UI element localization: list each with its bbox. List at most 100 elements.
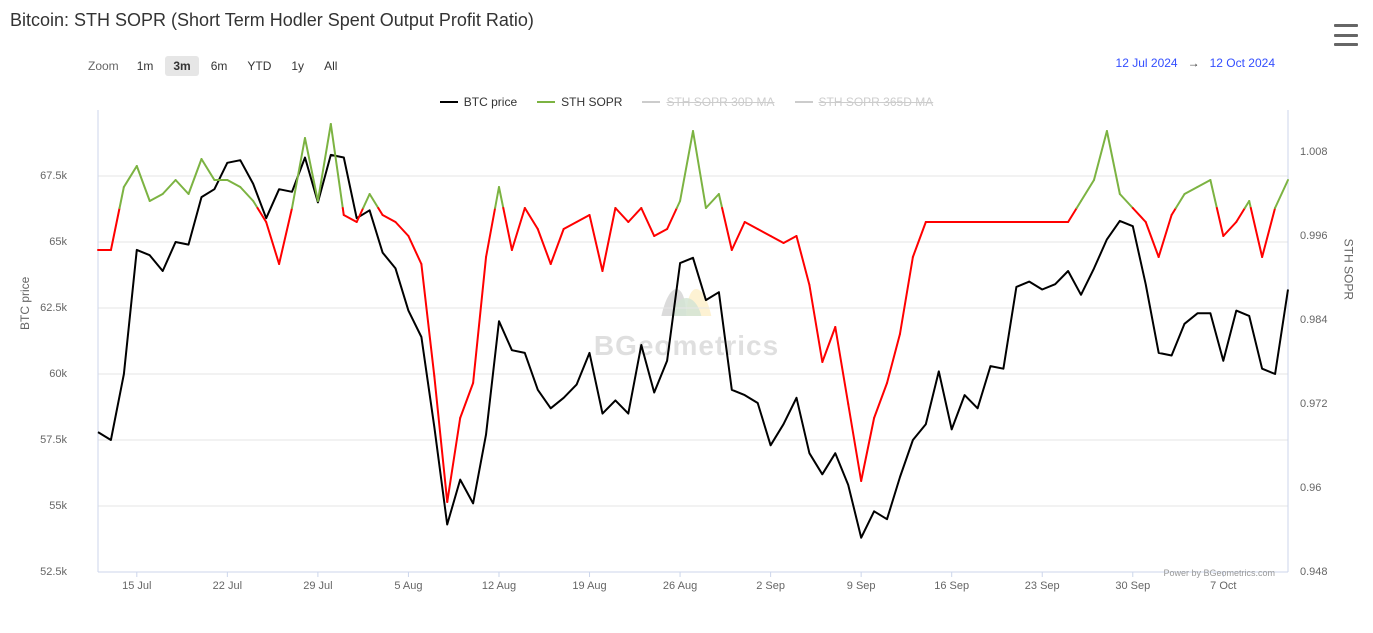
series-sth-sopr [732, 222, 745, 250]
x-tick: 22 Jul [213, 580, 242, 592]
series-sth-sopr [176, 180, 189, 194]
series-sth-sopr [343, 208, 344, 215]
series-sth-sopr [460, 383, 473, 418]
series-sth-sopr [1223, 222, 1236, 236]
y-right-tick: 0.972 [1300, 398, 1360, 410]
y-right-tick: 1.008 [1300, 146, 1360, 158]
x-tick: 7 Oct [1210, 580, 1236, 592]
series-sth-sopr [512, 208, 525, 250]
series-sth-sopr [111, 208, 120, 250]
series-sth-sopr [1262, 208, 1275, 257]
x-tick: 5 Aug [394, 580, 422, 592]
series-sth-sopr [1146, 222, 1159, 257]
x-tick: 26 Aug [663, 580, 697, 592]
series-sth-sopr [861, 418, 874, 481]
x-tick: 23 Sep [1025, 580, 1060, 592]
series-sth-sopr [344, 215, 357, 222]
series-sth-sopr [564, 222, 577, 229]
series-sth-sopr [363, 194, 369, 208]
x-tick: 30 Sep [1115, 580, 1150, 592]
series-sth-sopr [628, 208, 641, 222]
series-sth-sopr [615, 208, 628, 222]
series-sth-sopr [809, 285, 822, 362]
series-sth-sopr [370, 194, 379, 208]
series-sth-sopr [706, 194, 719, 208]
series-sth-sopr [577, 215, 590, 222]
series-sth-sopr [602, 208, 615, 271]
series-sth-sopr [292, 138, 305, 208]
y-right-tick: 0.96 [1300, 482, 1360, 494]
series-sth-sopr [1197, 180, 1210, 187]
series-sth-sopr [835, 327, 848, 404]
series-sth-sopr [719, 194, 722, 208]
series-sth-sopr [378, 208, 382, 215]
y-left-tick: 62.5k [7, 302, 67, 314]
series-sth-sopr [486, 208, 495, 257]
series-sth-sopr [641, 208, 654, 236]
series-sth-sopr [900, 257, 913, 334]
y-right-tick: 0.984 [1300, 314, 1360, 326]
y-left-tick: 65k [7, 236, 67, 248]
series-sth-sopr [887, 334, 900, 383]
series-sth-sopr [227, 180, 240, 187]
series-sth-sopr [1236, 208, 1245, 222]
y-left-tick: 60k [7, 368, 67, 380]
series-sth-sopr [279, 208, 292, 264]
series-sth-sopr [745, 222, 758, 229]
series-sth-sopr [396, 222, 409, 236]
x-tick: 15 Jul [122, 580, 151, 592]
series-sth-sopr [1133, 208, 1146, 222]
x-tick: 9 Sep [847, 580, 876, 592]
chart-plot-area[interactable] [0, 0, 1373, 633]
x-tick: 2 Sep [756, 580, 785, 592]
series-sth-sopr [150, 194, 163, 201]
series-sth-sopr [1068, 208, 1077, 222]
series-sth-sopr [421, 264, 434, 376]
series-sth-sopr [383, 215, 396, 222]
x-tick: 19 Aug [572, 580, 606, 592]
series-sth-sopr [201, 159, 214, 180]
series-sth-sopr [1176, 194, 1185, 208]
series-sth-sopr [473, 257, 486, 383]
series-sth-sopr [654, 229, 667, 236]
series-sth-sopr [1185, 187, 1198, 194]
series-sth-sopr [913, 222, 926, 257]
y-left-tick: 55k [7, 500, 67, 512]
series-sth-sopr [1217, 208, 1223, 236]
series-sth-sopr [758, 229, 771, 236]
series-sth-sopr [848, 404, 861, 481]
y-left-tick: 52.5k [7, 566, 67, 578]
series-sth-sopr [722, 208, 732, 250]
series-sth-sopr [1081, 180, 1094, 201]
series-sth-sopr [137, 166, 150, 201]
series-sth-sopr [796, 236, 809, 285]
series-sth-sopr [305, 138, 318, 201]
series-sth-sopr [1159, 215, 1172, 257]
series-sth-sopr [1094, 131, 1107, 180]
series-sth-sopr [693, 131, 706, 208]
series-sth-sopr [503, 208, 512, 250]
series-sth-sopr [525, 208, 538, 229]
series-sth-sopr [331, 124, 343, 208]
series-sth-sopr [551, 229, 564, 264]
y-right-tick: 0.948 [1300, 566, 1360, 578]
series-sth-sopr [874, 383, 887, 418]
series-sth-sopr [1251, 208, 1262, 257]
series-sth-sopr [253, 201, 257, 208]
series-sth-sopr [667, 208, 677, 229]
x-tick: 12 Aug [482, 580, 516, 592]
y-left-tick: 67.5k [7, 170, 67, 182]
series-sth-sopr [499, 187, 503, 208]
series-sth-sopr [120, 187, 124, 208]
x-tick: 29 Jul [303, 580, 332, 592]
series-sth-sopr [538, 229, 551, 264]
series-btc-price [98, 155, 1288, 538]
series-sth-sopr [266, 222, 279, 264]
series-sth-sopr [1077, 201, 1081, 208]
series-sth-sopr [495, 187, 499, 208]
credits-link[interactable]: Power by BGeometrics.com [1163, 568, 1275, 578]
series-sth-sopr [1172, 208, 1176, 215]
series-sth-sopr [163, 180, 176, 194]
series-sth-sopr [240, 187, 253, 201]
series-sth-sopr [1120, 194, 1133, 208]
